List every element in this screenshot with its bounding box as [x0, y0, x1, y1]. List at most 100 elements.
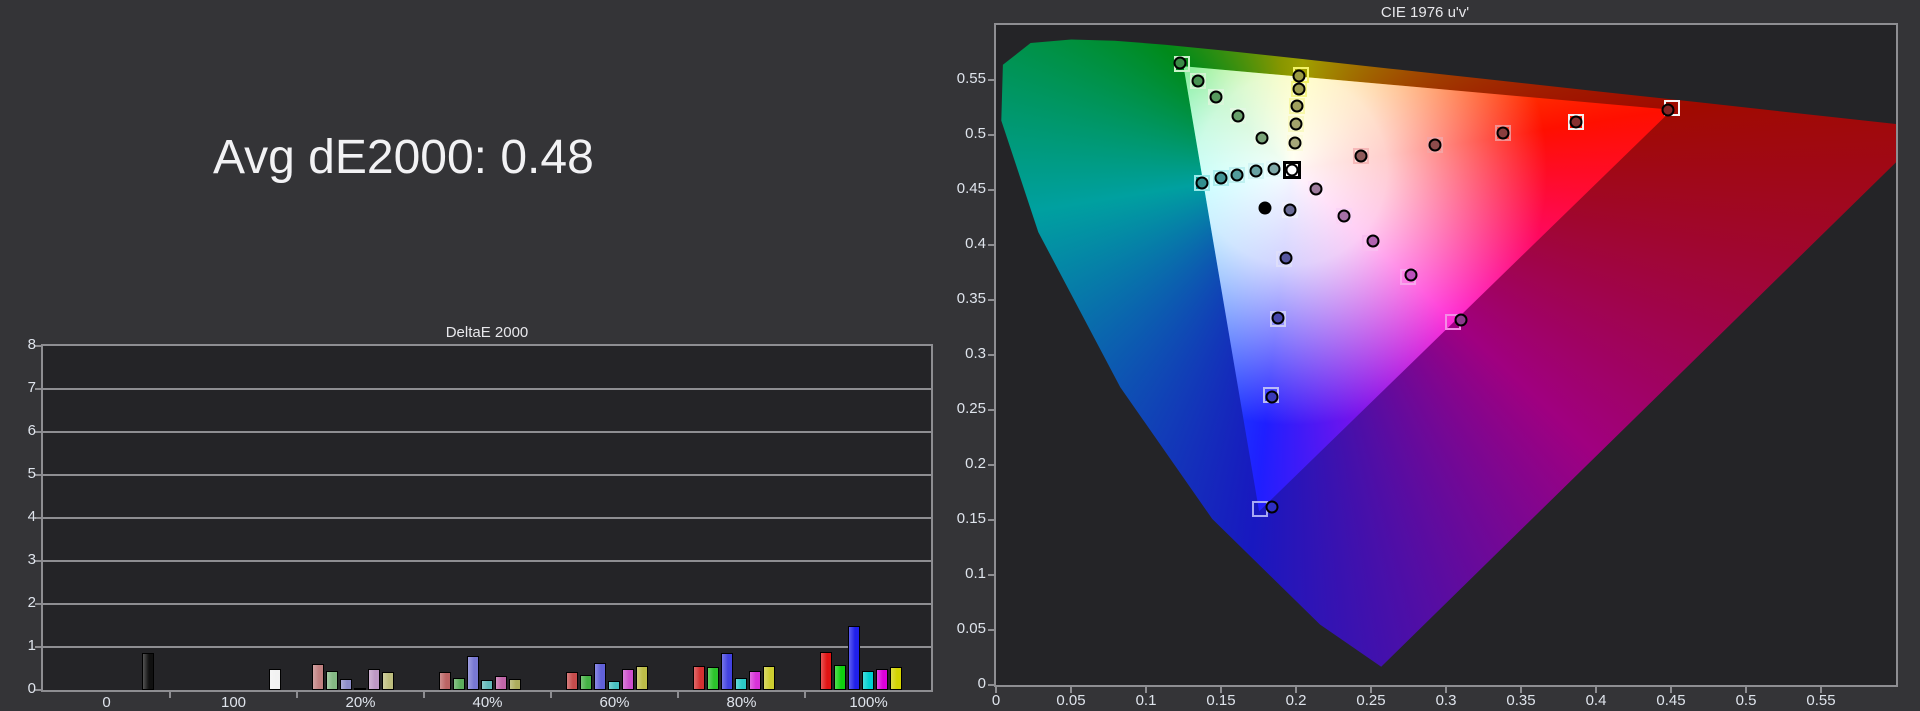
measured-circle-magenta-80 — [1404, 268, 1418, 282]
cie-ytick-mark — [988, 409, 995, 411]
measured-circle-blue-40 — [1279, 251, 1292, 265]
cie-ytick-label: 0.3 — [965, 345, 986, 362]
target-square-yellow-20 — [1286, 135, 1303, 152]
measured-circle-cyan-60 — [1230, 168, 1244, 182]
deltae-ytick-label: 2 — [27, 594, 36, 611]
deltae-bar-white — [268, 668, 281, 690]
target-square-cyan-20 — [1265, 160, 1282, 177]
measured-circle-blue-80 — [1265, 390, 1279, 404]
deltae-gridline — [43, 603, 931, 605]
deltae-xtick-label: 0 — [102, 694, 111, 711]
measurement-points — [996, 25, 1896, 685]
cie-ytick-label: 0 — [977, 675, 986, 692]
deltae-ytick-mark — [35, 431, 42, 433]
deltae-ytick-label: 5 — [27, 465, 36, 482]
target-square-blue-20 — [1281, 202, 1298, 219]
measured-circle-green-40 — [1231, 109, 1245, 123]
target-square-cyan-60 — [1228, 167, 1245, 184]
measured-circle-magenta-20 — [1309, 182, 1323, 196]
cie-xtick-mark — [1595, 687, 1597, 693]
deltae-xtick-mark — [423, 692, 425, 698]
cie-xtick-mark — [1220, 687, 1222, 693]
deltae-xtick-label: 20% — [345, 694, 376, 711]
target-square-red-80 — [1568, 114, 1585, 131]
deltae-ytick-label: 7 — [27, 379, 36, 396]
target-square-green-40 — [1229, 107, 1246, 124]
deltae-ytick-label: 0 — [27, 680, 36, 697]
cie-ytick-label: 0.25 — [956, 400, 986, 417]
deltae-ytick-mark — [35, 474, 42, 476]
target-square-magenta-20 — [1308, 181, 1325, 198]
deltae-bar-green — [325, 670, 338, 690]
deltae-gridline — [43, 388, 931, 390]
deltae-bar-cyan — [607, 680, 620, 690]
deltae-ytick-mark — [35, 345, 42, 347]
cie-chart-title: CIE 1976 u'v' — [1380, 4, 1470, 21]
cie-xtick-mark — [1370, 687, 1372, 693]
measured-circle-yellow-100 — [1292, 69, 1306, 83]
cie-xtick-label: 0.35 — [1506, 692, 1536, 709]
avg-de2000-readout: Avg dE2000: 0.48 — [213, 131, 594, 184]
cie-ytick-mark — [988, 79, 995, 81]
deltae-xtick-mark — [677, 692, 679, 698]
deltae-gridline — [43, 560, 931, 562]
target-square-red-40 — [1427, 137, 1444, 153]
deltae-bar-blue — [339, 679, 352, 690]
target-square-magenta-40 — [1336, 208, 1353, 225]
deltae-bar-yellow — [889, 666, 902, 690]
cie-xtick-mark — [1445, 687, 1447, 693]
deltae-bar-red — [438, 671, 451, 690]
measured-circle-red-80 — [1569, 115, 1583, 129]
deltae-bar-cyan — [353, 687, 366, 690]
target-square-green-60 — [1207, 89, 1224, 106]
cie-ytick-mark — [988, 684, 995, 686]
measured-circle-blue-100 — [1265, 500, 1279, 514]
cie-ytick-label: 0.5 — [965, 125, 986, 142]
cie-xtick-label: 0.2 — [1285, 692, 1307, 709]
deltae-xtick-label: 60% — [599, 694, 630, 711]
cie-ytick-mark — [988, 299, 995, 301]
deltae-bar-green — [452, 677, 465, 690]
measured-circle-red-20 — [1354, 149, 1368, 163]
target-square-red-60 — [1495, 125, 1511, 142]
target-square-yellow-40 — [1287, 116, 1304, 132]
deltae-bar-cyan — [734, 677, 747, 690]
deltae-bar-green — [833, 665, 846, 690]
measured-circle-cyan-80 — [1214, 171, 1228, 185]
cie-xtick-label: 0.05 — [1056, 692, 1086, 709]
cie-ytick-mark — [988, 354, 995, 356]
deltae-bar-magenta — [748, 671, 761, 690]
cie-xtick-label: 0.55 — [1806, 692, 1836, 709]
cie-ytick-mark — [988, 244, 995, 246]
measured-circle-cyan-100 — [1195, 176, 1209, 190]
deltae-plot-area — [41, 344, 933, 692]
deltae-bar-green — [706, 667, 719, 690]
deltae-bar-cyan — [480, 680, 493, 690]
measured-circle-magenta-100 — [1454, 313, 1468, 327]
deltae-xtick-label: 100% — [849, 694, 888, 711]
deltae-bar-cyan — [861, 670, 874, 690]
cie-xtick-mark — [1145, 687, 1147, 693]
measured-circle-yellow-20 — [1288, 136, 1301, 150]
cie-ytick-label: 0.2 — [965, 455, 986, 472]
measured-circle-cyan-20 — [1267, 162, 1280, 176]
deltae-bar-magenta — [621, 669, 634, 690]
measured-circle-green-80 — [1191, 74, 1205, 88]
deltae-bar-red — [565, 671, 578, 690]
deltae-bar-red — [819, 652, 832, 690]
deltae-bar-blue — [847, 625, 860, 690]
target-square-green-80 — [1189, 72, 1206, 89]
deltae-ytick-mark — [35, 646, 42, 648]
cie-xtick-mark — [1670, 687, 1672, 693]
target-square-yellow-60 — [1288, 97, 1305, 114]
deltae-bar-green — [579, 674, 592, 690]
measured-circle-magenta-60 — [1366, 234, 1380, 248]
cie-xtick-label: 0.4 — [1585, 692, 1607, 709]
cie-xtick-label: 0.1 — [1135, 692, 1157, 709]
cie-xtick-mark — [1520, 687, 1522, 693]
measured-circle-yellow-40 — [1289, 117, 1303, 131]
cie-ytick-mark — [988, 519, 995, 521]
cie-xtick-mark — [1295, 687, 1297, 693]
measured-circle-magenta-40 — [1337, 209, 1351, 223]
